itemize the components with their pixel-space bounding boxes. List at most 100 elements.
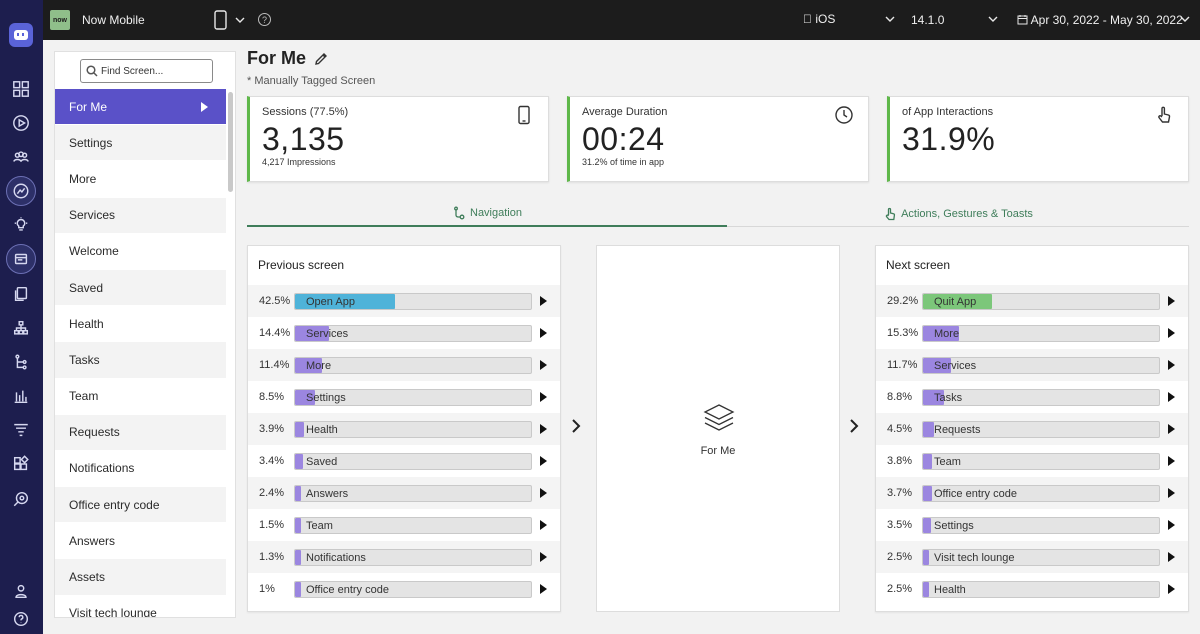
flow-row[interactable]: 2.4% Answers	[248, 477, 560, 509]
screen-list-item-label: More	[69, 171, 97, 186]
top-bar: now Now Mobile ?  iOS 14.1.0 Apr 30, 20…	[43, 0, 1200, 40]
funnel-icon[interactable]	[6, 415, 36, 445]
play-arrow-icon[interactable]	[1168, 584, 1175, 594]
os-selector[interactable]:  iOS	[803, 12, 835, 26]
flow-row[interactable]: 8.5% Settings	[248, 381, 560, 413]
next-screen-panel: Next screen 29.2% Quit App 15.3% More 11.7% S…	[875, 245, 1189, 612]
flow-row[interactable]: 1% Office entry code	[248, 573, 560, 605]
tab-actions-gestures-toasts[interactable]: Actions, Gestures & Toasts	[727, 200, 1189, 227]
screen-list-item[interactable]: Answers	[55, 523, 226, 560]
chevron-down-icon[interactable]	[1180, 13, 1190, 27]
analytics-icon[interactable]	[6, 176, 36, 206]
edit-pencil-icon[interactable]	[314, 52, 328, 66]
app-name[interactable]: Now Mobile	[82, 13, 145, 27]
screens-icon[interactable]	[6, 244, 36, 274]
hierarchy-icon[interactable]	[6, 313, 36, 343]
flow-row[interactable]: 3.9% Health	[248, 413, 560, 445]
journey-icon[interactable]	[6, 347, 36, 377]
screen-list-item[interactable]: Health	[55, 306, 226, 343]
play-arrow-icon[interactable]	[1168, 456, 1175, 466]
screen-list-item[interactable]: For Me	[55, 89, 226, 126]
play-arrow-icon[interactable]	[540, 552, 547, 562]
search-eye-icon[interactable]	[6, 484, 36, 514]
flow-row[interactable]: 3.7% Office entry code	[876, 477, 1188, 509]
flow-row[interactable]: 1.3% Notifications	[248, 541, 560, 573]
find-screen-placeholder: Find Screen...	[101, 65, 164, 77]
play-arrow-icon[interactable]	[1168, 296, 1175, 306]
lightbulb-icon[interactable]	[6, 210, 36, 240]
date-range-picker[interactable]: Apr 30, 2022 - May 30, 2022	[1017, 13, 1183, 27]
search-icon	[86, 65, 98, 77]
current-screen-panel: For Me	[596, 245, 840, 612]
play-arrow-icon[interactable]	[1168, 488, 1175, 498]
chevron-down-icon[interactable]	[988, 13, 998, 27]
device-selector[interactable]	[213, 9, 249, 34]
play-arrow-icon[interactable]	[540, 392, 547, 402]
flow-row-bar: Team	[922, 452, 1160, 470]
os-label: iOS	[803, 12, 835, 26]
play-arrow-icon[interactable]	[1168, 552, 1175, 562]
play-arrow-icon[interactable]	[540, 328, 547, 338]
app-logo-icon[interactable]	[9, 23, 33, 47]
flow-row[interactable]: 3.8% Team	[876, 445, 1188, 477]
flow-row[interactable]: 11.7% Services	[876, 349, 1188, 381]
screen-list-item[interactable]: Services	[55, 197, 226, 234]
flow-row-bar-fill	[295, 485, 301, 501]
flow-row[interactable]: 11.4% More	[248, 349, 560, 381]
flow-row-label: Saved	[306, 455, 338, 468]
users-icon[interactable]	[6, 142, 36, 172]
version-selector[interactable]: 14.1.0	[911, 13, 945, 27]
screen-list-item[interactable]: Saved	[55, 269, 226, 307]
flow-row-bar-fill	[295, 549, 301, 565]
play-arrow-icon[interactable]	[1168, 328, 1175, 338]
screen-list-item[interactable]: Team	[55, 378, 226, 415]
help-icon[interactable]: ?	[258, 13, 271, 26]
play-arrow-icon[interactable]	[540, 456, 547, 466]
flow-row[interactable]: 2.5% Health	[876, 573, 1188, 605]
flow-row[interactable]: 3.4% Saved	[248, 445, 560, 477]
flow-row[interactable]: 8.8% Tasks	[876, 381, 1188, 413]
play-arrow-icon[interactable]	[1168, 392, 1175, 402]
tab-navigation[interactable]: Navigation	[247, 200, 727, 227]
play-arrow-icon[interactable]	[540, 488, 547, 498]
screen-list-item-label: Office entry code	[69, 497, 160, 512]
copy-icon[interactable]	[6, 279, 36, 309]
flow-row[interactable]: 4.5% Requests	[876, 413, 1188, 445]
screen-list-item[interactable]: More	[55, 161, 226, 198]
help-icon[interactable]	[6, 604, 36, 634]
app-interactions-card: of App Interactions 31.9%	[887, 96, 1189, 182]
screen-list-item[interactable]: Visit tech lounge	[55, 595, 226, 617]
play-arrow-icon[interactable]	[540, 584, 547, 594]
flow-row-bar: More	[922, 324, 1160, 342]
screen-list-item[interactable]: Settings	[55, 125, 226, 162]
screen-list-item[interactable]: Welcome	[55, 233, 226, 270]
flow-row[interactable]: 14.4% Services	[248, 317, 560, 349]
play-arrow-icon[interactable]	[1168, 424, 1175, 434]
screen-list-item[interactable]: Tasks	[55, 342, 226, 379]
dashboard-icon[interactable]	[6, 74, 36, 104]
flow-row[interactable]: 2.5% Visit tech lounge	[876, 541, 1188, 573]
flow-row[interactable]: 3.5% Settings	[876, 509, 1188, 541]
flow-row[interactable]: 29.2% Quit App	[876, 285, 1188, 317]
play-arrow-icon[interactable]	[1168, 360, 1175, 370]
screen-list-item[interactable]: Office entry code	[55, 487, 226, 524]
play-arrow-icon[interactable]	[540, 520, 547, 530]
find-screen-input[interactable]: Find Screen...	[80, 59, 213, 83]
screen-list-item[interactable]: Requests	[55, 414, 226, 451]
screen-list-item[interactable]: Assets	[55, 559, 226, 596]
play-arrow-icon[interactable]	[540, 296, 547, 306]
flow-row[interactable]: 15.3% More	[876, 317, 1188, 349]
play-icon[interactable]	[6, 108, 36, 138]
play-arrow-icon[interactable]	[540, 424, 547, 434]
user-icon[interactable]	[6, 576, 36, 606]
play-arrow-icon[interactable]	[1168, 520, 1175, 530]
bar-chart-icon[interactable]	[6, 381, 36, 411]
chevron-down-icon[interactable]	[885, 13, 895, 27]
flow-row[interactable]: 1.5% Team	[248, 509, 560, 541]
flow-row[interactable]: 42.5% Open App	[248, 285, 560, 317]
gesture-hand-icon	[885, 207, 896, 220]
scrollbar[interactable]	[228, 92, 233, 192]
screen-list-item[interactable]: Notifications	[55, 450, 226, 488]
play-arrow-icon[interactable]	[540, 360, 547, 370]
widgets-icon[interactable]	[6, 449, 36, 479]
